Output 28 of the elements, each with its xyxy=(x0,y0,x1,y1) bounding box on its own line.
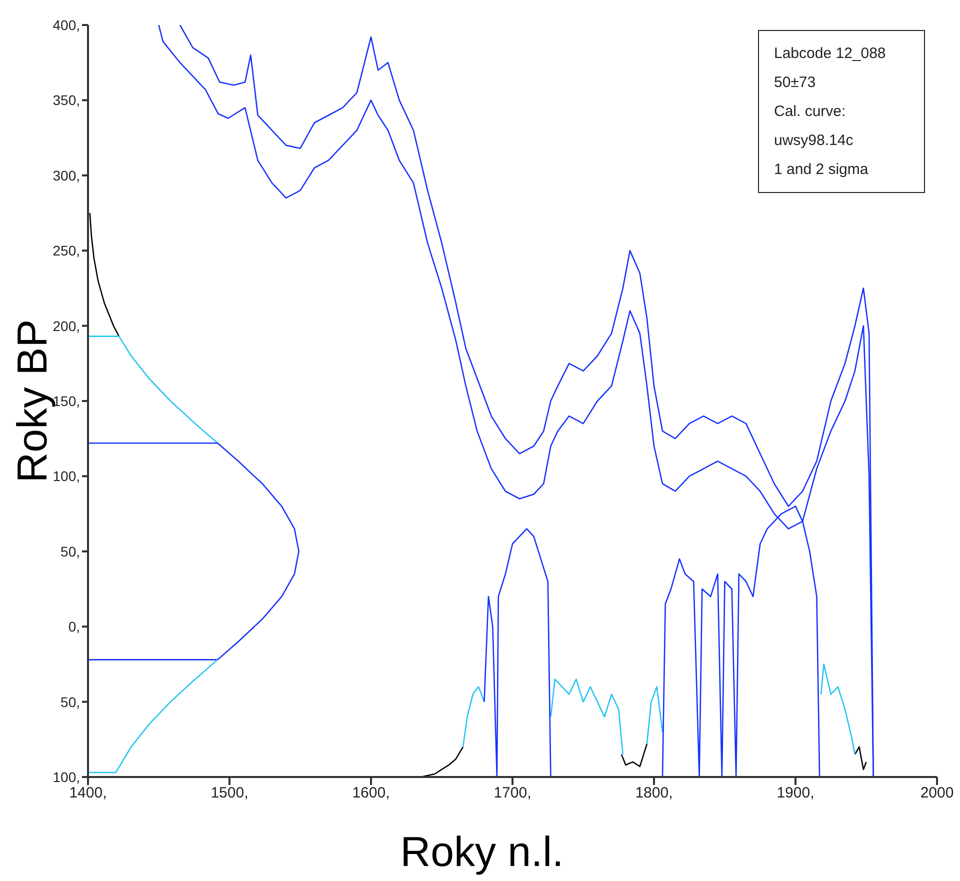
line-series xyxy=(88,659,218,774)
line-series xyxy=(89,212,120,337)
y-tick-label: 100, xyxy=(52,468,80,484)
x-tick-label: 1800, xyxy=(635,784,673,802)
x-tick-label: 1500, xyxy=(210,784,248,802)
annotation: uwsy98.14c xyxy=(774,131,854,151)
annotation: Labcode 12_088 xyxy=(774,44,886,64)
y-tick-label: 400, xyxy=(52,16,80,33)
y-tick-label: 100, xyxy=(52,768,80,785)
x-tick-label: 1400, xyxy=(69,784,107,802)
y-tick-label: 50, xyxy=(60,543,80,560)
y-tick-label: 350, xyxy=(52,92,80,108)
x-tick-label: 1900, xyxy=(776,784,814,802)
y-tick-label: 200, xyxy=(52,318,80,334)
x-tick-label: 2000 xyxy=(920,784,954,802)
x-tick-label: 1600, xyxy=(352,784,390,802)
y-tick-label: 50, xyxy=(60,694,80,710)
x-axis-title: Roky n.l. xyxy=(400,828,564,875)
y-tick-label: 250, xyxy=(52,242,80,259)
y-tick-label: 0, xyxy=(68,618,80,635)
x-tick-label: 1700, xyxy=(494,784,532,802)
annotation: Cal. curve: xyxy=(774,102,847,122)
line-series xyxy=(88,442,300,660)
line-series xyxy=(88,336,218,444)
annotation: 50±73 xyxy=(774,73,817,93)
y-tick-label: 150, xyxy=(52,392,80,409)
annotation: 1 and 2 sigma xyxy=(774,160,870,180)
y-tick-label: 300, xyxy=(52,167,80,184)
